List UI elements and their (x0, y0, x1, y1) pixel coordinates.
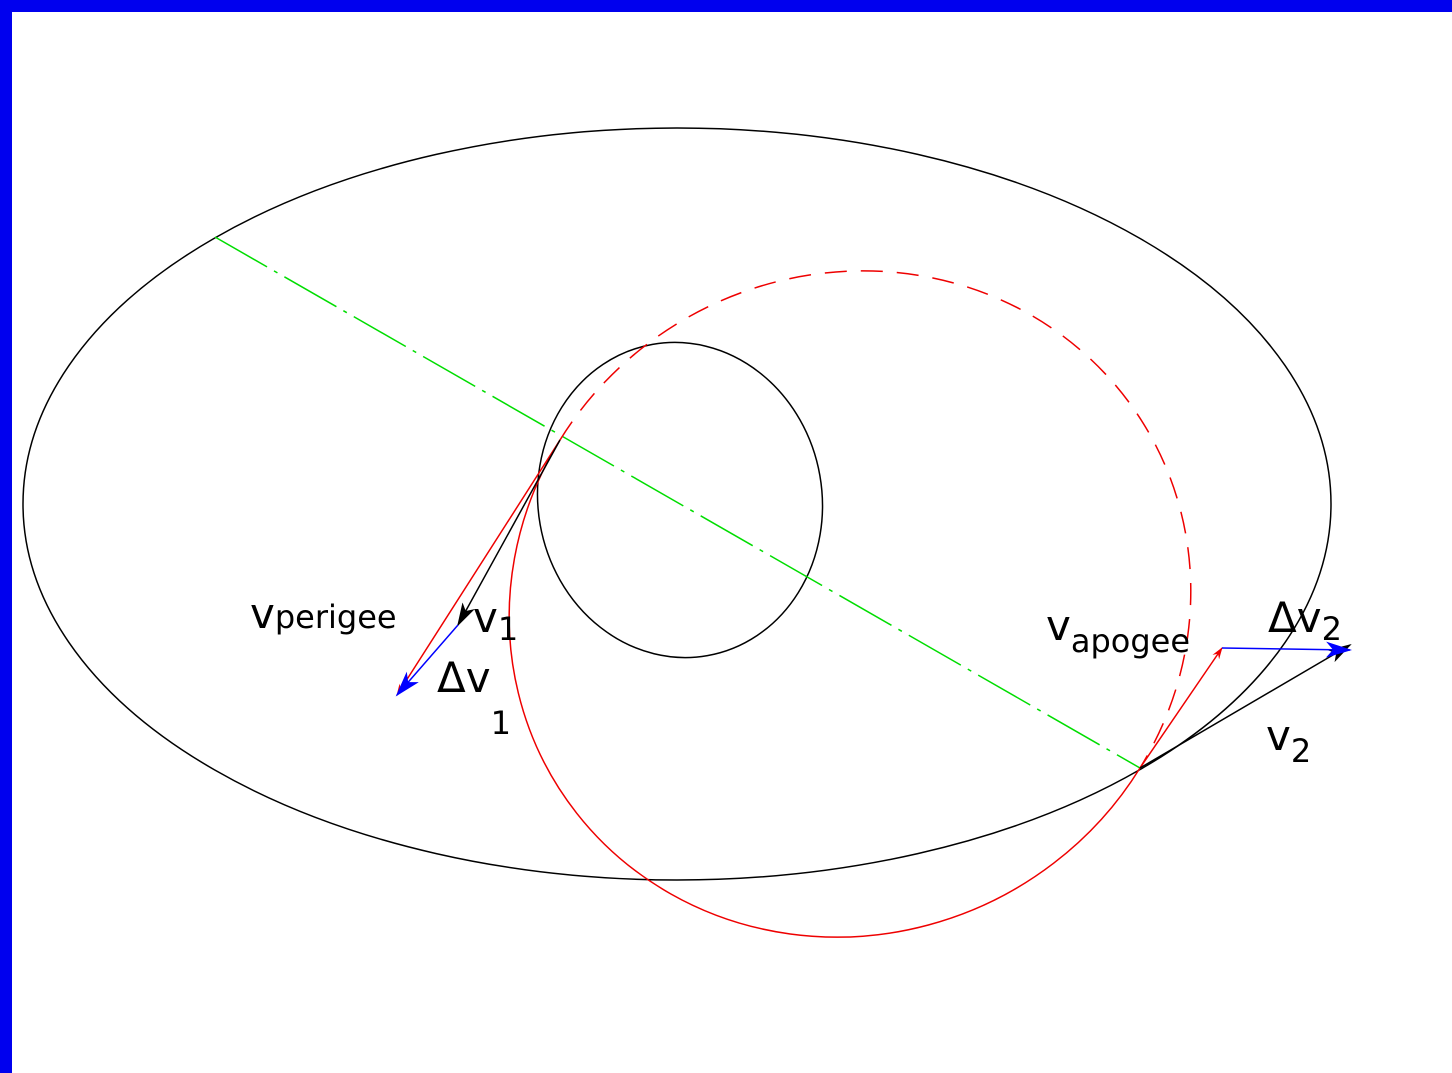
dv2-arrow (1221, 641, 1352, 658)
label-base: v (1266, 711, 1291, 760)
label-sub: perigee (275, 598, 397, 636)
inner-orbit (536, 341, 824, 659)
label-dv1: Δv1 (437, 653, 511, 742)
label-sub: 1 (498, 610, 518, 648)
v-apogee-arrow (1139, 647, 1223, 769)
frame-left (0, 0, 12, 1073)
label-dv2: Δv2 (1268, 593, 1342, 648)
apsis-line (214, 236, 1141, 769)
label-sub: apogee (1071, 622, 1190, 660)
label-sub: 1 (491, 704, 511, 742)
label-base: Δv (437, 653, 491, 702)
label-v-apogee: vapogee (1046, 601, 1190, 660)
transfer-orbit-lower (508, 439, 1141, 938)
dv1-arrow (395, 624, 459, 697)
label-v-perigee: vperigee (250, 589, 397, 638)
label-base: v (250, 589, 275, 638)
transfer-orbit-upper (559, 270, 1192, 769)
frame-top (0, 0, 1452, 12)
label-base: v (473, 593, 498, 642)
label-sub: 2 (1322, 610, 1342, 648)
v1-arrow (457, 439, 561, 627)
v2-arrow (1139, 643, 1352, 769)
v-perigee-arrow (396, 439, 561, 696)
label-v2: v2 (1266, 711, 1311, 770)
label-base: Δv (1268, 593, 1322, 642)
outer-orbit (22, 127, 1332, 881)
label-sub: 2 (1291, 732, 1311, 770)
label-v1: v1 (473, 593, 518, 648)
label-base: v (1046, 601, 1071, 650)
